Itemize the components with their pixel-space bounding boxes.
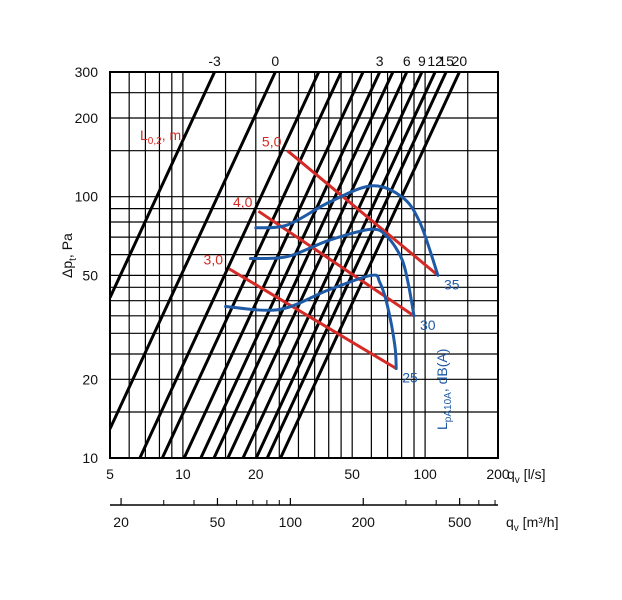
setting-label: 3	[376, 53, 384, 69]
y-tick-label: 20	[82, 371, 98, 387]
throw-line-label: 3,0	[204, 252, 224, 268]
x-axis-title-m3h: qv [m³/h]	[506, 514, 558, 534]
setting-label: 6	[403, 53, 411, 69]
setting-line	[110, 72, 277, 430]
sound-curve-label: 35	[444, 276, 460, 292]
setting-line	[138, 72, 321, 458]
throw-title: L0,2, m	[140, 127, 181, 147]
throw-line-label: 5,0	[262, 134, 282, 150]
m3h-tick-label: 20	[113, 514, 129, 530]
sound-curve	[248, 227, 416, 318]
setting-line	[160, 72, 343, 458]
setting-line	[226, 72, 409, 458]
setting-line	[212, 72, 395, 458]
m3h-tick-label: 200	[352, 514, 376, 530]
x-tick-label: 20	[248, 466, 264, 482]
x-axis-title-ls: qv [l/s]	[507, 466, 545, 486]
setting-label: 15	[438, 53, 454, 69]
y-tick-label: 50	[82, 267, 98, 283]
throw-lines: 5,0 4,0 3,0	[204, 134, 439, 370]
x-tick-label: 5	[106, 466, 114, 482]
y-tick-label: 300	[75, 64, 99, 80]
setting-line	[199, 72, 382, 458]
setting-line	[279, 72, 461, 458]
sound-curve-label: 30	[420, 317, 436, 333]
m3h-tick-label: 50	[210, 514, 226, 530]
setting-label: -3	[208, 53, 221, 69]
sound-curve	[254, 184, 440, 277]
setting-label: 12	[427, 53, 443, 69]
m3h-tick-label: 500	[448, 514, 472, 530]
x-tick-label: 10	[175, 466, 191, 482]
plot-frame	[109, 71, 499, 459]
setting-label: 9	[418, 53, 426, 69]
setting-label: 20	[452, 53, 468, 69]
setting-lines	[110, 72, 461, 458]
y-axis-title: Δpt, Pa	[59, 233, 79, 278]
y-tick-label: 200	[75, 110, 99, 126]
x-tick-label: 50	[344, 466, 360, 482]
throw-line	[286, 149, 439, 277]
sound-curve-label: 25	[402, 370, 418, 386]
throw-line	[257, 209, 415, 318]
x-tick-label: 200	[486, 466, 510, 482]
setting-line	[265, 72, 448, 458]
throw-line	[228, 267, 397, 370]
y-tick-label: 10	[82, 450, 98, 466]
setting-line	[110, 72, 216, 299]
m3h-tick-label: 100	[279, 514, 303, 530]
setting-line	[241, 72, 424, 458]
setting-line	[182, 72, 365, 458]
sound-curve	[224, 273, 398, 370]
setting-label: 0	[271, 53, 279, 69]
sound-lines: 35 30 25	[224, 184, 460, 386]
x-tick-label: 100	[413, 466, 437, 482]
y-tick-label: 100	[75, 189, 99, 205]
sound-title: LpA10A, dB(A)	[434, 349, 454, 430]
m3h-axis-ticks: 20 50 100 200 500	[113, 498, 496, 530]
throw-line-label: 4,0	[233, 194, 253, 210]
setting-line	[254, 72, 437, 458]
